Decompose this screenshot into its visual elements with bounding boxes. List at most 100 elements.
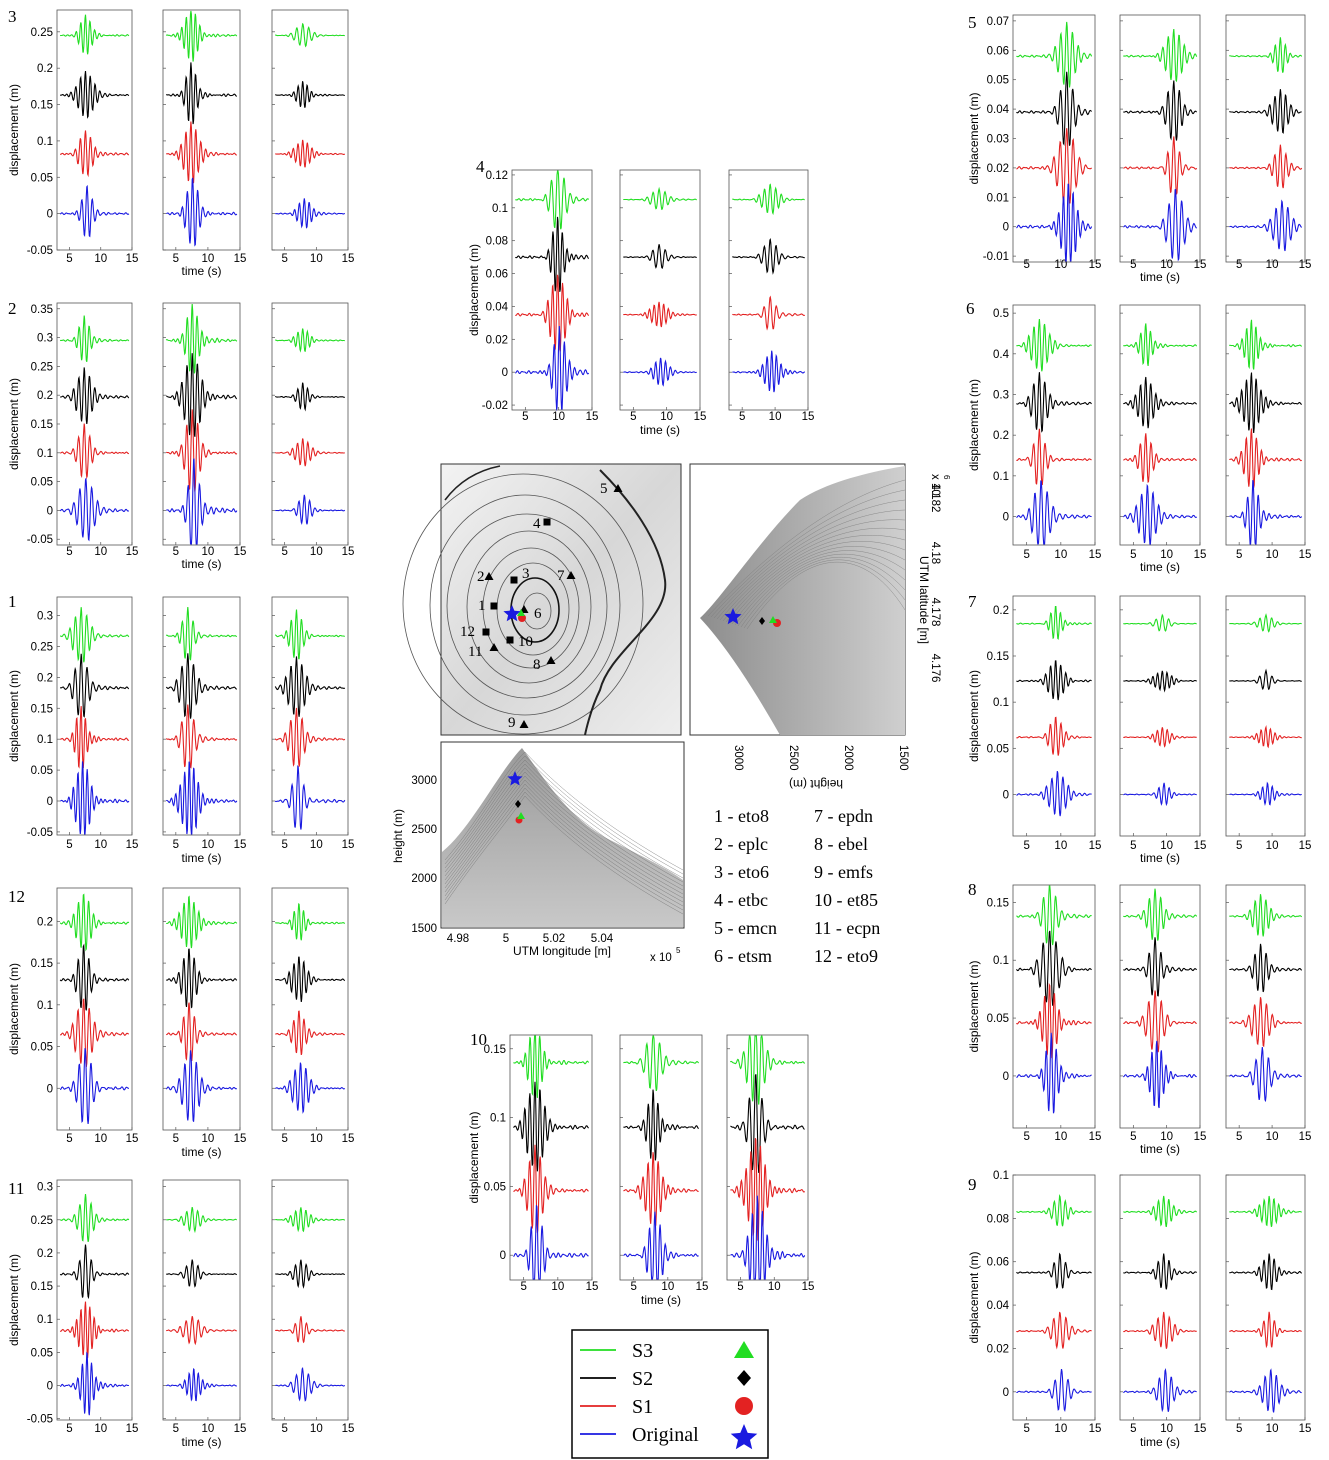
- x-tick-label: 5: [1236, 549, 1242, 561]
- x-tick-label: 5: [173, 1423, 179, 1435]
- trace-original: [1229, 781, 1302, 806]
- coastline: [584, 469, 667, 736]
- legend-label-s2: S2: [632, 1368, 653, 1390]
- map-frame: [440, 463, 682, 736]
- subplot-axes: 5 10 15: [1119, 884, 1206, 1143]
- y-tick-label: 0.04: [486, 301, 509, 313]
- plot-frame: [1119, 304, 1201, 546]
- y-tick-label: -0.05: [27, 1414, 53, 1426]
- x-tick-label: 5: [66, 1133, 72, 1145]
- x-tick-label: 10: [94, 253, 107, 265]
- trace-s1: [60, 130, 129, 178]
- x-tick-label: 15: [126, 839, 139, 851]
- terrain-mesh-line: [444, 767, 684, 887]
- trace-original: [1016, 771, 1092, 817]
- x-tick-label: 10: [1054, 840, 1067, 852]
- x-tick-label: 10: [1054, 259, 1067, 271]
- map-station-label: 2: [477, 569, 485, 585]
- station-number: 10: [470, 1030, 487, 1049]
- plot-frame: [1225, 304, 1306, 546]
- trace-s2: [1229, 89, 1302, 134]
- y-tick-label: 0.08: [486, 236, 508, 248]
- y-tick-label: 1500: [411, 923, 437, 935]
- trace-original: [1123, 1368, 1197, 1413]
- y-tick-label: 0.2: [993, 605, 1009, 617]
- y-tick-label: 0.25: [31, 27, 53, 39]
- subplot-axes: 5 10 15: [271, 1179, 354, 1435]
- y-axis-label: displacement (m): [7, 963, 21, 1055]
- y-multiplier-exponent: 6: [942, 475, 951, 480]
- x-tick-label: 2500: [787, 745, 799, 771]
- y-tick-label: 0.15: [484, 1044, 506, 1056]
- station-panel-7: 7 5 10 15 0.2 0.15 0.1 0.05 0 5 10 15 5 10 15 time (s) d…: [967, 592, 1311, 865]
- x-tick-label: 15: [126, 1133, 139, 1145]
- subplot-axes: 5 10 15: [1225, 14, 1311, 271]
- legend-diamond-marker: [737, 1370, 751, 1386]
- terrain-mesh-line: [716, 509, 906, 620]
- trace-s2: [1123, 376, 1197, 429]
- trace-s2: [1016, 71, 1092, 146]
- trace-s1: [513, 1144, 589, 1233]
- x-tick-label: 10: [94, 839, 107, 851]
- subplot-axes: 5 10 15: [162, 596, 246, 851]
- x-axis-label: height (m): [789, 777, 843, 791]
- x-tick-label: 5: [1236, 840, 1242, 852]
- trace-original: [1016, 183, 1093, 262]
- s3-source-marker: [517, 812, 525, 819]
- x-tick-label: 15: [342, 546, 355, 558]
- trace-original: [166, 761, 238, 835]
- station-marker-triangle: [489, 643, 499, 651]
- trace-original: [275, 1062, 346, 1114]
- x-tick-label: 10: [1266, 259, 1279, 271]
- y-tick-label: 0.06: [987, 1257, 1009, 1269]
- subplot-axes: 5 10 15: [1225, 884, 1311, 1143]
- station-list-entry: 1 - eto8: [714, 806, 769, 826]
- station-list-entry: 2 - eplc: [714, 834, 768, 854]
- x-tick-label: 5: [281, 253, 287, 265]
- y-tick-label: 0.15: [31, 1281, 53, 1293]
- trace-s3: [623, 186, 697, 211]
- x-tick-label: 5: [1130, 1423, 1136, 1435]
- trace-s2: [1229, 1253, 1303, 1291]
- y-tick-label: 0.08: [987, 1213, 1009, 1225]
- plot-frame: [56, 9, 133, 251]
- trace-s1: [1229, 1311, 1302, 1349]
- trace-s2: [166, 62, 237, 125]
- x-tick-label: 10: [768, 1281, 781, 1293]
- station-number: 11: [8, 1179, 24, 1198]
- x-multiplier: x 10: [650, 952, 672, 964]
- y-tick-label: 0.05: [987, 75, 1009, 87]
- terrain-profile: [700, 466, 905, 735]
- trace-s2: [274, 656, 346, 717]
- trace-s2: [1123, 80, 1197, 141]
- original-source-star: [503, 605, 521, 622]
- y-tick-label: 0.1: [37, 734, 53, 746]
- plot-frame: [271, 302, 349, 546]
- trace-s3: [1016, 319, 1092, 372]
- trace-s3: [166, 1206, 238, 1234]
- x-tick-label: 10: [1054, 1131, 1067, 1143]
- station-marker-triangle: [546, 656, 556, 664]
- x-tick-label: 15: [126, 1423, 139, 1435]
- x-tick-label: 10: [310, 253, 323, 265]
- y-tick-label: 0.07: [987, 16, 1009, 28]
- x-tick-label: 10: [661, 1281, 674, 1293]
- map-station-label: 5: [600, 481, 608, 497]
- y-tick-label: 0: [1003, 1071, 1009, 1083]
- terrain-mesh-line: [444, 787, 684, 907]
- y-axis-label: height (m): [391, 809, 405, 863]
- trace-s2: [275, 956, 346, 1002]
- trace-original: [1123, 188, 1197, 262]
- trace-s3: [729, 1035, 806, 1105]
- x-tick-label: 5: [1023, 1131, 1029, 1143]
- x-axis-label: time (s): [1140, 851, 1180, 865]
- x-tick-label: 5: [1236, 259, 1242, 271]
- terrain-mesh-line: [444, 775, 684, 895]
- x-tick-label: 15: [234, 1423, 247, 1435]
- y-tick-label: 0.25: [31, 641, 53, 653]
- y-tick-label: 0.03: [987, 134, 1009, 146]
- terrain-profile: [442, 748, 683, 927]
- x-tick-label: 10: [1160, 840, 1173, 852]
- legend-star-marker: [730, 1424, 758, 1450]
